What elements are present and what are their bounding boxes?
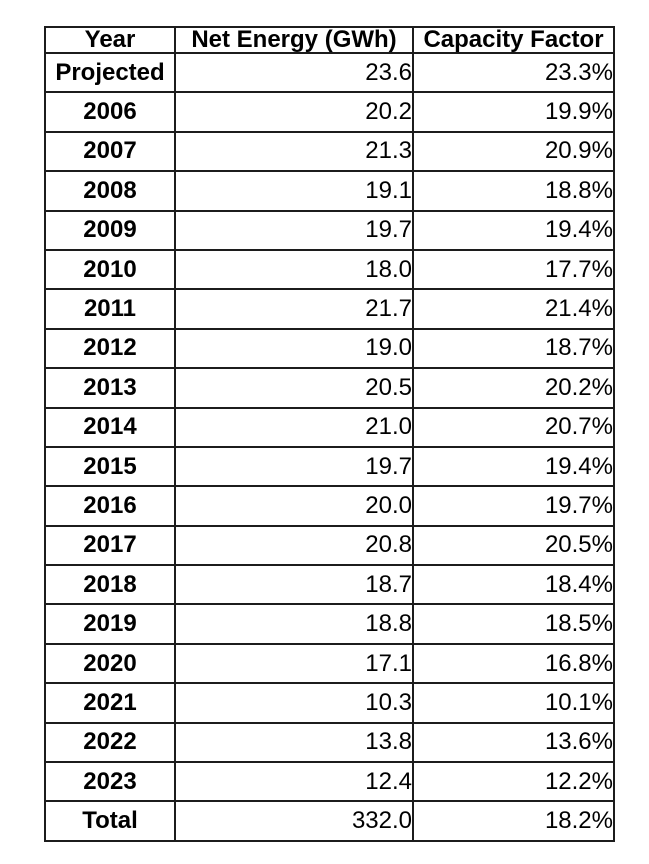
net-energy-cell: 12.4 xyxy=(174,761,414,803)
energy-capacity-table: Year Net Energy (GWh) Capacity Factor Pr… xyxy=(44,26,615,842)
capacity-factor-cell: 18.7% xyxy=(412,327,615,370)
table-row: 2011 21.7 21.4% xyxy=(44,288,615,330)
total-net-energy-cell: 332.0 xyxy=(174,800,414,842)
table-row: 2017 20.8 20.5% xyxy=(44,524,615,567)
year-cell: Projected xyxy=(44,51,176,94)
net-energy-cell: 19.7 xyxy=(174,209,414,251)
year-cell: 2011 xyxy=(44,288,176,330)
net-energy-cell: 21.3 xyxy=(174,130,414,173)
table-row: 2013 20.5 20.2% xyxy=(44,367,615,409)
table-row: 2007 21.3 20.9% xyxy=(44,130,615,173)
table-row: 2010 18.0 17.7% xyxy=(44,248,615,291)
net-energy-cell: 20.0 xyxy=(174,485,414,527)
capacity-factor-cell: 17.7% xyxy=(412,248,615,291)
total-label-cell: Total xyxy=(44,800,176,842)
table-row: 2019 18.8 18.5% xyxy=(44,603,615,645)
capacity-factor-cell: 20.7% xyxy=(412,406,615,448)
net-energy-cell: 13.8 xyxy=(174,721,414,764)
capacity-factor-cell: 18.8% xyxy=(412,170,615,212)
table-row: 2023 12.4 12.2% xyxy=(44,761,615,803)
year-cell: 2017 xyxy=(44,524,176,567)
total-row: Total 332.0 18.2% xyxy=(44,800,615,842)
capacity-factor-cell: 20.2% xyxy=(412,367,615,409)
capacity-factor-cell: 12.2% xyxy=(412,761,615,803)
net-energy-cell: 18.0 xyxy=(174,248,414,291)
capacity-factor-cell: 16.8% xyxy=(412,642,615,685)
capacity-factor-cell: 18.5% xyxy=(412,603,615,645)
capacity-factor-cell: 19.4% xyxy=(412,209,615,251)
table-row: 2015 19.7 19.4% xyxy=(44,445,615,488)
year-cell: 2013 xyxy=(44,367,176,409)
table-row: 2020 17.1 16.8% xyxy=(44,642,615,685)
net-energy-cell: 20.5 xyxy=(174,367,414,409)
net-energy-cell: 20.2 xyxy=(174,91,414,133)
year-cell: 2014 xyxy=(44,406,176,448)
table-row: 2006 20.2 19.9% xyxy=(44,91,615,133)
table-row: 2014 21.0 20.7% xyxy=(44,406,615,448)
net-energy-cell: 19.1 xyxy=(174,170,414,212)
table-row: 2008 19.1 18.8% xyxy=(44,170,615,212)
year-cell: 2009 xyxy=(44,209,176,251)
capacity-factor-cell: 23.3% xyxy=(412,51,615,94)
net-energy-cell: 21.0 xyxy=(174,406,414,448)
capacity-factor-cell: 21.4% xyxy=(412,288,615,330)
total-capacity-factor-cell: 18.2% xyxy=(412,800,615,842)
net-energy-cell: 18.7 xyxy=(174,564,414,606)
capacity-factor-cell: 10.1% xyxy=(412,682,615,724)
net-energy-cell: 20.8 xyxy=(174,524,414,567)
year-cell: 2020 xyxy=(44,642,176,685)
capacity-factor-cell: 13.6% xyxy=(412,721,615,764)
net-energy-cell: 19.0 xyxy=(174,327,414,370)
year-cell: 2021 xyxy=(44,682,176,724)
year-cell: 2010 xyxy=(44,248,176,291)
year-cell: 2016 xyxy=(44,485,176,527)
net-energy-cell: 18.8 xyxy=(174,603,414,645)
table-row: 2018 18.7 18.4% xyxy=(44,564,615,606)
table-row: 2021 10.3 10.1% xyxy=(44,682,615,724)
table-row: 2009 19.7 19.4% xyxy=(44,209,615,251)
energy-table-container: Year Net Energy (GWh) Capacity Factor Pr… xyxy=(44,26,615,842)
net-energy-cell: 23.6 xyxy=(174,51,414,94)
year-cell: 2012 xyxy=(44,327,176,370)
capacity-factor-cell: 18.4% xyxy=(412,564,615,606)
year-cell: 2018 xyxy=(44,564,176,606)
year-cell: 2007 xyxy=(44,130,176,173)
table-row: 2012 19.0 18.7% xyxy=(44,327,615,370)
net-energy-cell: 10.3 xyxy=(174,682,414,724)
col-header-net-energy: Net Energy (GWh) xyxy=(174,26,414,54)
year-cell: 2015 xyxy=(44,445,176,488)
table-row: Projected 23.6 23.3% xyxy=(44,51,615,94)
header-row: Year Net Energy (GWh) Capacity Factor xyxy=(44,26,615,54)
table-row: 2022 13.8 13.6% xyxy=(44,721,615,764)
capacity-factor-cell: 19.7% xyxy=(412,485,615,527)
col-header-capacity-factor: Capacity Factor xyxy=(412,26,615,54)
col-header-year: Year xyxy=(44,26,176,54)
net-energy-cell: 17.1 xyxy=(174,642,414,685)
net-energy-cell: 21.7 xyxy=(174,288,414,330)
table-row: 2016 20.0 19.7% xyxy=(44,485,615,527)
capacity-factor-cell: 20.9% xyxy=(412,130,615,173)
year-cell: 2006 xyxy=(44,91,176,133)
net-energy-cell: 19.7 xyxy=(174,445,414,488)
year-cell: 2022 xyxy=(44,721,176,764)
year-cell: 2008 xyxy=(44,170,176,212)
year-cell: 2019 xyxy=(44,603,176,645)
capacity-factor-cell: 19.9% xyxy=(412,91,615,133)
year-cell: 2023 xyxy=(44,761,176,803)
capacity-factor-cell: 19.4% xyxy=(412,445,615,488)
capacity-factor-cell: 20.5% xyxy=(412,524,615,567)
